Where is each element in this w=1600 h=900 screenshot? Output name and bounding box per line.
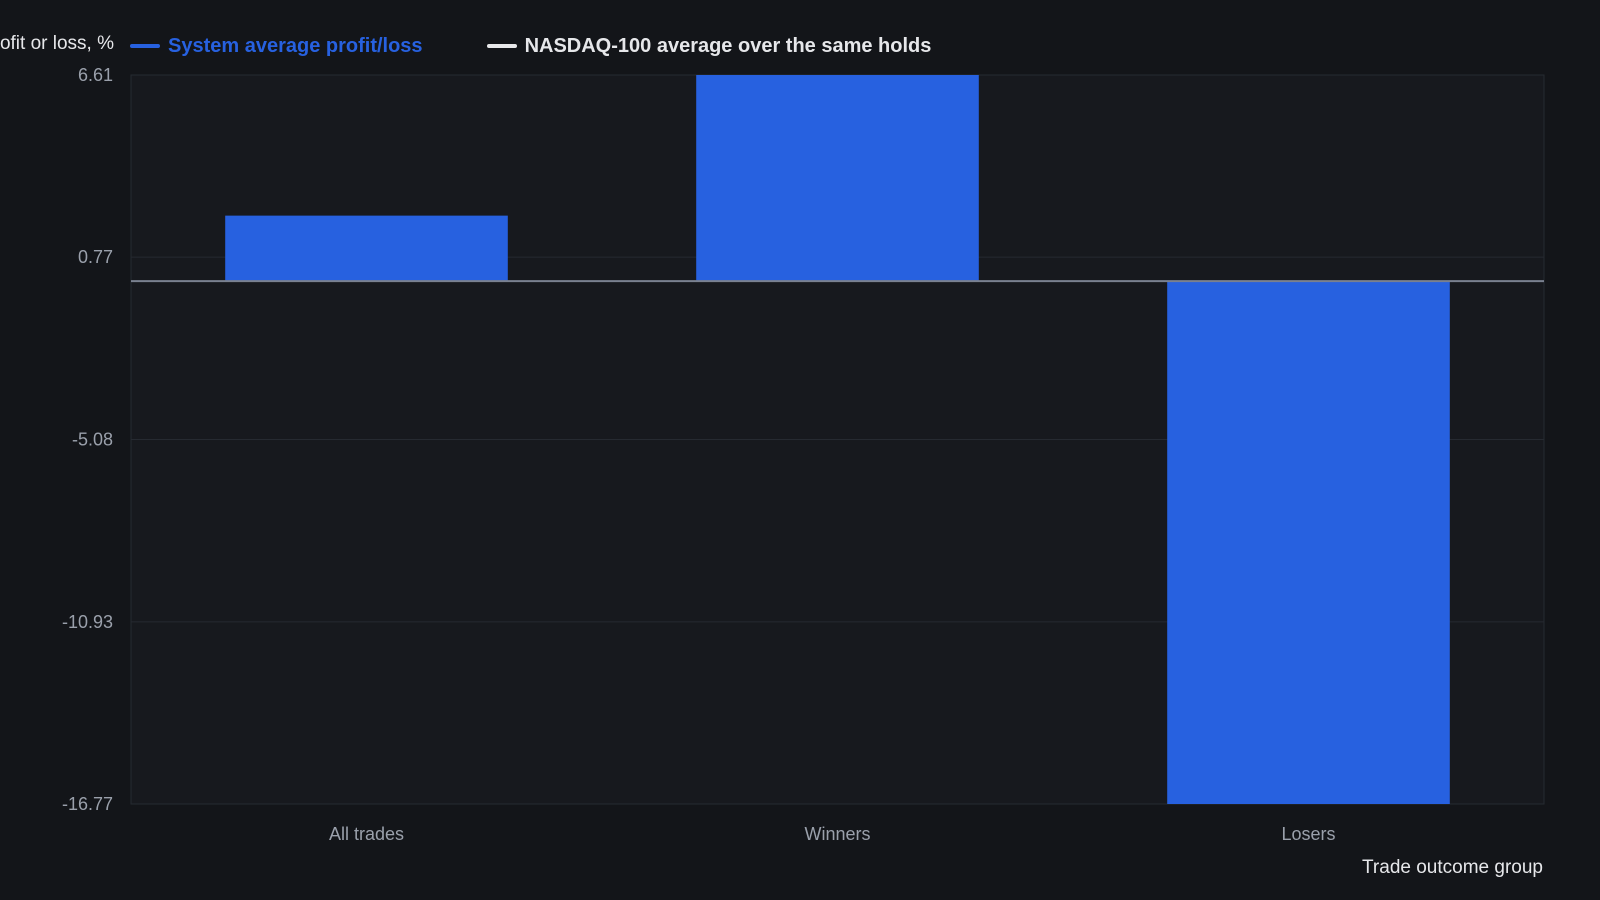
legend-label-nasdaq: NASDAQ-100 average over the same holds: [524, 34, 932, 57]
bar-all-trades: [225, 215, 508, 282]
x-axis-label: Trade outcome group: [1362, 857, 1543, 878]
legend-label-system: System average profit/loss: [168, 34, 423, 57]
x-tick-label: All trades: [329, 824, 404, 844]
y-tick-label: -5.08: [72, 430, 113, 450]
legend-item-nasdaq[interactable]: NASDAQ-100 average over the same holds: [486, 34, 932, 58]
x-tick-label: Winners: [804, 824, 870, 844]
y-axis-label: Profit or loss, %: [0, 33, 114, 54]
y-tick-label: 6.61: [78, 65, 113, 85]
x-tick-label: Losers: [1281, 824, 1335, 844]
y-tick-label: -10.93: [62, 612, 113, 632]
bar-winners: [696, 75, 979, 282]
legend-swatch-nasdaq: [486, 44, 517, 48]
y-tick-label: -16.77: [62, 794, 113, 814]
y-tick-label: 0.77: [78, 247, 113, 267]
bar-losers: [1167, 281, 1450, 804]
legend: System average profit/loss NASDAQ-100 av…: [130, 34, 995, 58]
legend-swatch-system: [130, 44, 160, 48]
legend-item-system[interactable]: System average profit/loss: [130, 35, 423, 58]
